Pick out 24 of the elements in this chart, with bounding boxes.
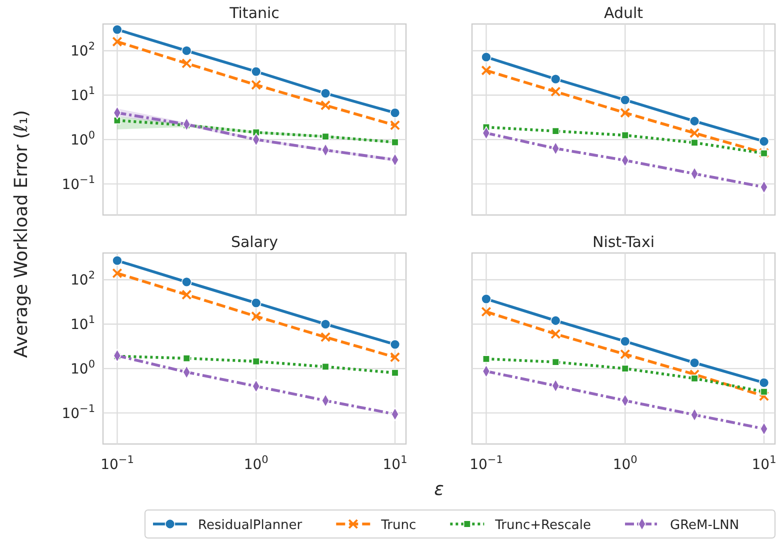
y-tick-label: 10$^{0}$	[70, 358, 95, 378]
x-tick-label: 10$^{0}$	[612, 454, 638, 473]
legend-label: Trunc	[380, 518, 416, 533]
y-tick-label: 10$^{1}$	[70, 314, 95, 334]
y-tick-label: 10$^{0}$	[70, 130, 95, 149]
legend-label: GReM-LNN	[670, 518, 740, 533]
x-tick-label: 10$^{1}$	[752, 454, 776, 473]
x-tick-label: 10$^{−1}$	[100, 454, 134, 473]
y-tick-label: 10$^{2}$	[70, 270, 95, 289]
chart-title: Nist-Taxi	[592, 233, 655, 251]
legend-label: Trunc+Rescale	[494, 518, 591, 533]
chart-title: Salary	[230, 233, 278, 251]
x-axis-title: ε	[434, 479, 444, 500]
y-tick-label: 10$^{2}$	[70, 40, 95, 60]
y-tick-label: 10$^{−1}$	[62, 402, 95, 422]
x-tick-label: 10$^{0}$	[244, 454, 268, 473]
x-tick-label: 10$^{1}$	[382, 454, 408, 473]
chart-title: Adult	[604, 4, 644, 22]
y-tick-label: 10$^{1}$	[70, 85, 95, 104]
x-tick-label: 10$^{−1}$	[470, 454, 503, 473]
y-tick-label: 10$^{−1}$	[62, 174, 95, 193]
legend-label: ResidualPlanner	[198, 518, 303, 533]
y-axis-title: Average Workload Error (ℓ₁)	[11, 110, 32, 358]
chart-title: Titanic	[228, 4, 280, 22]
